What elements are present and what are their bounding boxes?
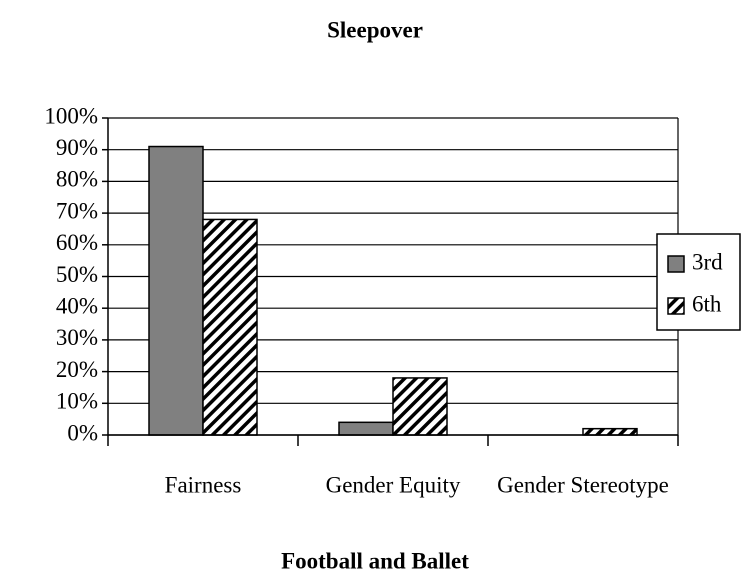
y-tick-label: 60% (56, 230, 98, 255)
bar (392, 377, 448, 436)
chart-title: Sleepover (327, 17, 423, 42)
x-tick-label: Gender Stereotype (497, 472, 669, 497)
bar (148, 145, 204, 436)
y-tick-label: 80% (56, 167, 98, 192)
y-tick-label: 0% (67, 420, 98, 445)
x-tick-label: Gender Equity (326, 472, 461, 497)
legend-label: 6th (692, 291, 722, 316)
y-tick-label: 70% (56, 198, 98, 223)
y-tick-label: 100% (44, 103, 98, 128)
legend-swatch (667, 297, 685, 315)
y-tick-label: 90% (56, 135, 98, 160)
bar (582, 427, 638, 436)
bar (202, 218, 258, 436)
bar (338, 421, 394, 436)
x-tick-label: Fairness (165, 472, 242, 497)
y-tick-label: 10% (56, 389, 98, 414)
y-tick-label: 50% (56, 262, 98, 287)
legend-swatch (667, 255, 685, 273)
legend-label: 3rd (692, 249, 723, 274)
y-tick-label: 40% (56, 293, 98, 318)
y-tick-label: 30% (56, 325, 98, 350)
y-tick-label: 20% (56, 357, 98, 382)
x-axis-label: Football and Ballet (281, 548, 469, 573)
